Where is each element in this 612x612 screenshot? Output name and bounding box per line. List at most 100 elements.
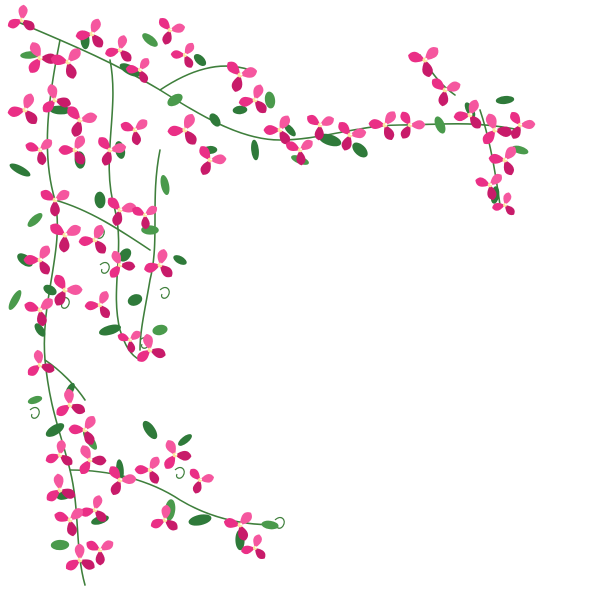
flower-center-dot: [495, 128, 498, 131]
leaf: [284, 123, 296, 137]
flower-bract: [200, 474, 215, 483]
leaf: [251, 139, 259, 161]
flower-bract: [25, 142, 40, 152]
vine-stem: [44, 359, 86, 401]
flower-bract: [65, 559, 80, 571]
leaf: [43, 284, 57, 296]
bougainvillea-flower: [226, 61, 258, 92]
flower-bract: [253, 534, 262, 548]
flower-center-dot: [255, 546, 257, 549]
flower-bract: [120, 121, 135, 132]
leaf: [173, 255, 187, 265]
bougainvillea-flower: [27, 349, 55, 376]
bougainvillea-flower: [167, 114, 197, 145]
bougainvillea-flower: [84, 291, 111, 318]
bougainvillea-flower: [56, 388, 86, 417]
flower-bract: [29, 42, 41, 58]
bougainvillea-flower: [134, 456, 160, 484]
flower-bract: [164, 455, 176, 469]
leaf: [8, 290, 22, 310]
leaf: [127, 294, 143, 306]
flower-bract: [42, 100, 55, 113]
flower-center-dot: [92, 32, 95, 35]
flower-bract: [143, 333, 153, 350]
bougainvillea-flower: [400, 111, 426, 139]
flower-bract: [438, 90, 449, 107]
flower-center-dot: [240, 523, 243, 526]
bougainvillea-flower: [80, 495, 107, 522]
flower-bract: [184, 55, 194, 68]
flower-bract: [504, 146, 517, 160]
flower-bract: [285, 141, 300, 151]
bougainvillea-flower: [125, 58, 150, 83]
flower-center-dot: [110, 148, 113, 151]
flower-center-dot: [120, 478, 123, 481]
flower-center-dot: [80, 118, 83, 121]
flower-center-dot: [410, 123, 413, 126]
flower-center-dot: [70, 518, 73, 521]
flower-center-dot: [505, 158, 508, 161]
flower-bract: [91, 34, 104, 48]
leaf: [34, 323, 46, 337]
bougainvillea-flower: [86, 540, 114, 566]
leaf: [261, 520, 279, 530]
flower-bract: [60, 454, 73, 466]
flower-bract: [135, 119, 148, 131]
flower-center-dot: [100, 303, 103, 306]
flower-bract: [175, 450, 192, 461]
flower-bract: [68, 424, 85, 435]
flower-center-dot: [135, 128, 138, 131]
flower-bract: [368, 119, 385, 129]
flower-center-dot: [385, 123, 388, 126]
bougainvillea-flower: [241, 534, 266, 560]
flower-bract: [139, 70, 149, 83]
flower-bract: [22, 19, 35, 31]
flower-center-dot: [120, 263, 123, 266]
bougainvillea-flower: [107, 197, 137, 226]
vine-stem: [108, 59, 141, 361]
leaf: [160, 174, 170, 196]
flower-bract: [144, 262, 160, 273]
flower-center-dot: [120, 208, 123, 211]
flower-bract: [120, 202, 137, 213]
flower-center-dot: [150, 468, 153, 471]
flower-bract: [314, 125, 324, 141]
flower-center-dot: [60, 488, 63, 491]
flower-bract: [80, 559, 95, 570]
flower-bract: [75, 30, 92, 41]
flower-bract: [80, 445, 91, 460]
flower-bract: [47, 84, 58, 100]
flower-bract: [469, 115, 482, 129]
bougainvillea-flower: [199, 146, 227, 175]
flower-bract: [189, 468, 200, 480]
flower-bract: [490, 173, 503, 185]
leaf: [142, 420, 158, 440]
flower-bract: [170, 50, 185, 59]
flower-center-dot: [520, 123, 523, 126]
vine-tendril: [29, 406, 40, 419]
flower-bract: [7, 106, 25, 118]
flower-center-dot: [170, 28, 173, 31]
bougainvillea-flower: [105, 35, 132, 62]
flower-bract: [71, 120, 83, 137]
leaf: [9, 163, 31, 177]
bougainvillea-flower: [117, 330, 141, 354]
flower-bract: [165, 440, 176, 455]
flower-center-dot: [165, 518, 168, 521]
flower-bract: [120, 261, 136, 271]
flower-bract: [67, 106, 80, 120]
leaf: [49, 105, 71, 115]
vine-stem: [54, 199, 151, 251]
flower-bract: [27, 365, 40, 376]
flower-bract: [23, 255, 40, 265]
bougainvillea-flower: [24, 298, 53, 327]
vine-tendril: [159, 286, 170, 299]
flower-bract: [139, 58, 150, 70]
bougainvillea-flower: [132, 205, 158, 230]
bougainvillea-flower: [492, 192, 515, 216]
flower-bract: [84, 301, 100, 311]
bougainvillea-flower: [25, 139, 53, 166]
leaf: [27, 213, 43, 227]
flower-bract: [100, 540, 114, 551]
flower-bract: [431, 78, 445, 90]
